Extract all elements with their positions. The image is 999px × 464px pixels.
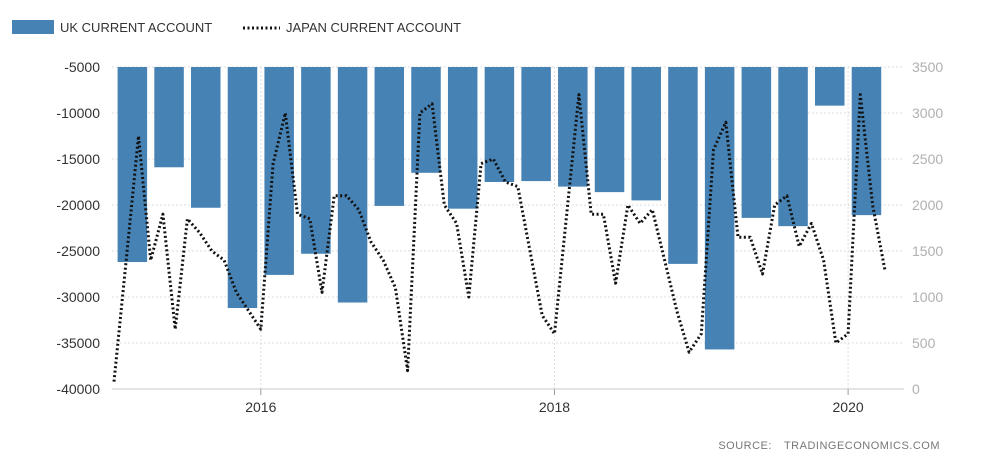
- uk-bar: [447, 67, 478, 209]
- x-axis: 2016 2018 2020: [112, 388, 904, 415]
- uk-bar: [227, 67, 258, 309]
- x-tick-label: 2020: [833, 399, 864, 415]
- uk-bar: [815, 67, 845, 106]
- uk-bar: [778, 67, 808, 227]
- uk-bars: [117, 67, 882, 350]
- uk-bar: [594, 67, 625, 193]
- uk-bar: [264, 67, 294, 275]
- right-tick-label: 2500: [912, 151, 943, 167]
- left-tick-label: -40000: [56, 381, 100, 397]
- right-tick-label: 1000: [912, 289, 943, 305]
- left-axis: -5000 -10000 -15000 -20000 -25000 -30000 -3500…: [56, 59, 100, 397]
- right-axis: 3500 3000 2500 2000 1500 1000 500 0: [912, 59, 943, 397]
- right-tick-label: 500: [912, 335, 936, 351]
- legend-uk-label: UK CURRENT ACCOUNT: [60, 20, 212, 35]
- left-tick-label: -25000: [56, 243, 100, 259]
- left-tick-label: -30000: [56, 289, 100, 305]
- left-tick-label: -10000: [56, 105, 100, 121]
- uk-bar: [741, 67, 772, 218]
- left-tick-label: -15000: [56, 151, 100, 167]
- x-tick-label: 2018: [539, 399, 570, 415]
- uk-bar: [484, 67, 515, 182]
- x-tick-label: 2016: [245, 399, 276, 415]
- uk-bar: [668, 67, 698, 264]
- uk-bar: [631, 67, 661, 201]
- uk-bar: [154, 67, 184, 168]
- left-tick-label: -35000: [56, 335, 100, 351]
- japan-line-layer: [112, 93, 887, 382]
- left-tick-label: -5000: [64, 59, 100, 75]
- uk-bar: [301, 67, 331, 254]
- right-tick-label: 1500: [912, 243, 943, 259]
- source-name: TRADINGECONOMICS.COM: [784, 440, 940, 452]
- right-tick-label: 2000: [912, 197, 943, 213]
- uk-bar: [337, 67, 368, 303]
- source-text: SOURCE: TRADINGECONOMICS.COM: [718, 440, 940, 452]
- uk-bar: [411, 67, 441, 173]
- source-prefix: SOURCE:: [718, 440, 772, 452]
- legend-japan-label: JAPAN CURRENT ACCOUNT: [286, 20, 461, 35]
- uk-bar: [191, 67, 221, 208]
- left-tick-label: -20000: [56, 197, 100, 213]
- uk-bar: [851, 67, 882, 216]
- right-tick-label: 3000: [912, 105, 943, 121]
- right-tick-label: 0: [912, 381, 920, 397]
- legend-uk-swatch: [12, 20, 54, 34]
- legend: UK CURRENT ACCOUNT JAPAN CURRENT ACCOUNT: [12, 20, 461, 35]
- right-tick-label: 3500: [912, 59, 943, 75]
- japan-line: [112, 93, 887, 382]
- uk-bar: [374, 67, 405, 206]
- source: SOURCE: TRADINGECONOMICS.COM: [718, 440, 940, 452]
- uk-bar: [521, 67, 551, 182]
